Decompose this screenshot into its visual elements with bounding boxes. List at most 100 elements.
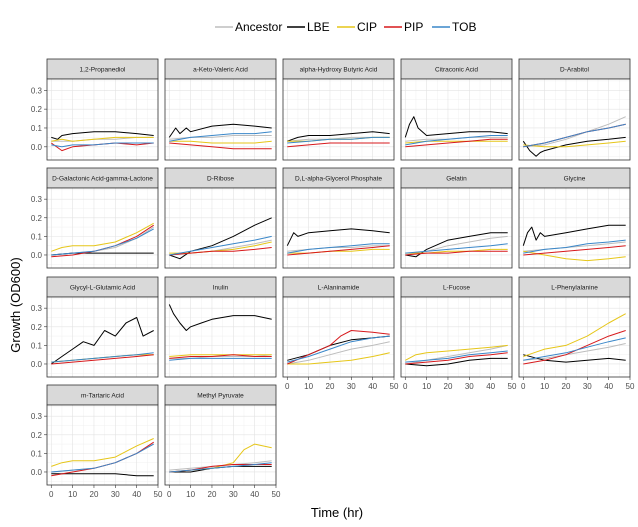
panel-border [46,296,159,378]
y-tick-label: 0.0 [31,143,43,152]
series-line-tob [51,352,154,363]
facet-title: Inulin [213,284,229,291]
facet-panel: 1,2-Propanediol 0.0 0.1 0.2 0.3 [31,58,159,161]
series-line-lbe [169,217,272,260]
series-line-lbe [51,317,154,365]
series-line-ancestor [523,116,626,148]
panel-border [46,78,159,161]
legend-label: TOB [452,20,476,34]
facet-title: D-Arabitol [560,66,589,73]
panel-border [164,78,277,161]
series-line-pip [405,352,508,365]
series-line-pip [287,142,390,148]
series-line-tob [51,443,154,473]
plot-area [519,297,630,377]
legend-item-pip: PIP [384,20,423,34]
series-line-lbe [168,304,272,331]
y-tick-label: 0.0 [31,251,43,260]
series-line-cip [523,313,626,357]
panel-border [282,296,395,378]
series-line-tob [405,243,508,254]
series-line-lbe [287,131,390,142]
facet-panel: Glycine [518,167,631,269]
y-tick-label: 0.3 [31,304,43,313]
x-tick-label: 10 [422,382,431,391]
x-tick-label: 20 [90,490,99,499]
series-line-tob [287,243,390,254]
panel-border [518,187,631,269]
facet-panel: D-Galactonic Acid-gamma-Lactone 0.0 0.1 0.2… [31,167,159,269]
x-tick-label: 20 [444,382,453,391]
x-tick-label: 20 [326,382,335,391]
x-tick-label: 0 [285,382,290,391]
series-line-pip [51,354,154,365]
x-tick-label: 30 [111,490,120,499]
series-line-tob [169,462,272,473]
panel-border [400,187,513,269]
panel-border [400,78,513,161]
y-tick-label: 0.0 [31,468,43,477]
series-line-cip [287,352,390,365]
y-axis-title: Growth (OD600) [8,257,23,352]
y-tick-label: 0.2 [31,431,43,440]
facet-title: Gelatin [446,175,467,182]
panel-border [46,404,159,486]
facet-title: L-Alaninamide [318,284,360,291]
plot-area [165,188,276,268]
series-line-lbe [405,232,508,258]
panel-border [518,296,631,378]
x-tick-label: 50 [508,382,517,391]
series-line-cip [169,354,272,357]
series-line-tob [169,131,272,142]
facet-panel: Inulin [164,276,277,378]
y-tick-label: 0.1 [31,449,43,458]
series-line-pip [523,245,626,256]
y-tick-label: 0.3 [31,86,43,95]
series-line-pip [169,247,272,256]
panel-border [282,78,395,161]
series-line-lbe [404,116,508,138]
facet-title: D,L-alpha-Glycerol Phosphate [295,175,382,182]
series-line-cip [51,438,154,467]
facet-panel: a-Keto-Valeric Acid [164,58,277,161]
series-line-lbe [522,136,626,157]
legend-label: LBE [307,20,330,34]
series-line-lbe [168,123,272,138]
x-tick-label: 30 [583,382,592,391]
facet-panel: alpha-Hydroxy Butyric Acid [282,58,395,161]
x-tick-label: 0 [167,490,172,499]
series-line-cip [405,344,508,361]
x-tick-label: 10 [304,382,313,391]
x-tick-label: 10 [186,490,195,499]
facet-panel: Glycyl-L-Glutamic Acid 0.0 0.1 0.2 0.3 [31,276,159,378]
x-tick-label: 0 [49,490,54,499]
y-tick-label: 0.2 [31,214,43,223]
x-tick-label: 50 [626,382,635,391]
x-tick-label: 20 [208,490,217,499]
series-line-cip [51,222,154,252]
series-line-lbe [286,228,390,246]
series-line-lbe [522,224,626,246]
x-tick-label: 50 [272,490,281,499]
y-tick-label: 0.2 [31,323,43,332]
facet-title: alpha-Hydroxy Butyric Acid [300,66,378,73]
x-tick-label: 10 [540,382,549,391]
y-tick-label: 0.3 [31,195,43,204]
x-tick-label: 40 [486,382,495,391]
x-tick-label: 40 [368,382,377,391]
facet-panel: Gelatin [400,167,513,269]
x-tick-label: 30 [229,490,238,499]
facet-title: Citraconic Acid [435,66,478,73]
facet-title: a-Keto-Valeric Acid [193,66,248,73]
plot-area [519,188,630,268]
facet-panel: Methyl Pyruvate 0 10 20 30 40 50 [164,384,281,499]
plot-area [47,79,158,160]
series-line-tob [51,228,154,256]
series-line-tob [287,136,390,144]
x-tick-label: 10 [68,490,77,499]
legend-label: CIP [357,20,377,34]
plot-area [47,405,158,485]
facet-title: Glycine [564,175,586,182]
panel-border [400,296,513,378]
series-line-pip [287,330,390,365]
